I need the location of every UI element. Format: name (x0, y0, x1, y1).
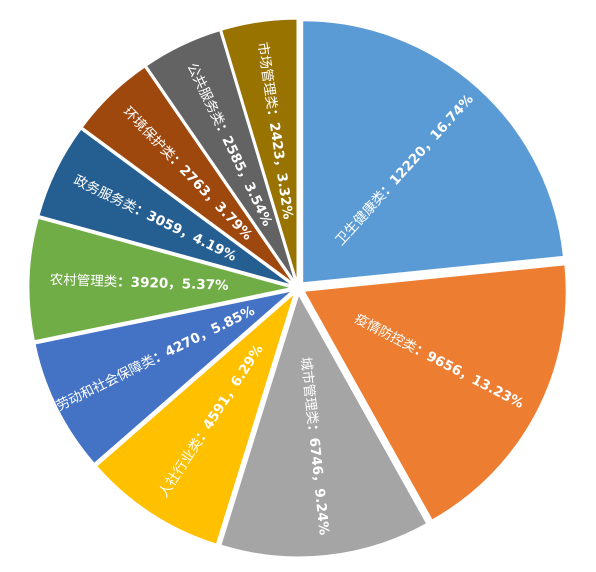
slice-group: 农村管理类：3920，5.37% (28, 217, 292, 342)
slice-group: 市场管理类：2423，3.32% (221, 18, 298, 282)
slice (34, 290, 294, 465)
slice (303, 264, 567, 521)
slice (220, 293, 428, 558)
slice (81, 66, 294, 284)
slice-group: 劳动和社会保障类：4270，5.85% (34, 290, 294, 465)
slice (38, 128, 293, 286)
slice-group: 卫生健康类：12220，16.74% (302, 20, 564, 284)
slice-group: 疫情防控类：9656，13.23% (303, 264, 567, 521)
slice-label: 农村管理类：3920，5.37% (49, 272, 229, 294)
slice-group: 人社行业类：4591，6.29% (96, 292, 296, 545)
slice (96, 292, 296, 545)
slice-group: 城市管理类：6746，9.24% (220, 293, 428, 558)
value-label: ：3920，5.37% (117, 274, 229, 294)
category-label: 城市管理类 (297, 356, 321, 425)
slice (302, 20, 564, 284)
category-label: 农村管理类 (49, 272, 117, 290)
slice (221, 18, 298, 282)
slice (145, 30, 296, 282)
slice (28, 217, 292, 342)
